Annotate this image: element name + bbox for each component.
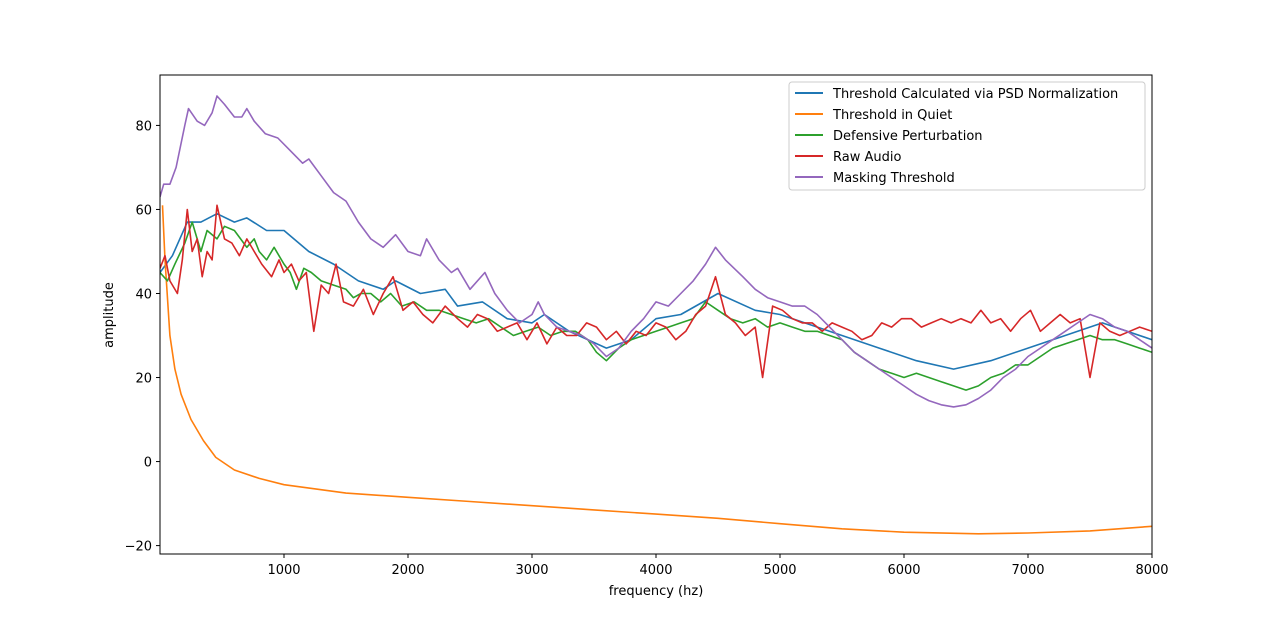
y-axis-label: amplitude: [102, 282, 117, 348]
x-tick-label: 5000: [763, 563, 796, 578]
legend: Threshold Calculated via PSD Normalizati…: [789, 82, 1145, 190]
legend-entry: Threshold in Quiet: [832, 108, 952, 123]
x-axis-label: frequency (hz): [609, 584, 704, 599]
x-tick-label: 1000: [267, 563, 300, 578]
x-tick-label: 6000: [887, 563, 920, 578]
x-tick-label: 4000: [639, 563, 672, 578]
y-tick-label: 20: [135, 372, 152, 387]
y-tick-label: 0: [144, 456, 152, 471]
series-line-2: [160, 222, 1152, 390]
y-tick-label: −20: [125, 540, 152, 555]
y-tick-label: 80: [135, 119, 152, 134]
x-tick-label: 8000: [1135, 563, 1168, 578]
legend-entry: Raw Audio: [833, 150, 901, 165]
y-tick-label: 40: [135, 287, 152, 302]
series-line-1: [163, 205, 1153, 534]
x-tick-label: 2000: [391, 563, 424, 578]
x-tick-label: 3000: [515, 563, 548, 578]
y-axis: −20 0 20 40 60 80: [125, 119, 160, 554]
legend-entry: Defensive Perturbation: [833, 129, 983, 144]
x-axis: 1000 2000 3000 4000 5000 6000 7000 8000: [267, 554, 1168, 578]
y-tick-label: 60: [135, 203, 152, 218]
legend-entry: Threshold Calculated via PSD Normalizati…: [832, 87, 1118, 102]
x-tick-label: 7000: [1011, 563, 1044, 578]
legend-entry: Masking Threshold: [833, 171, 955, 186]
series-line-3: [160, 205, 1152, 377]
